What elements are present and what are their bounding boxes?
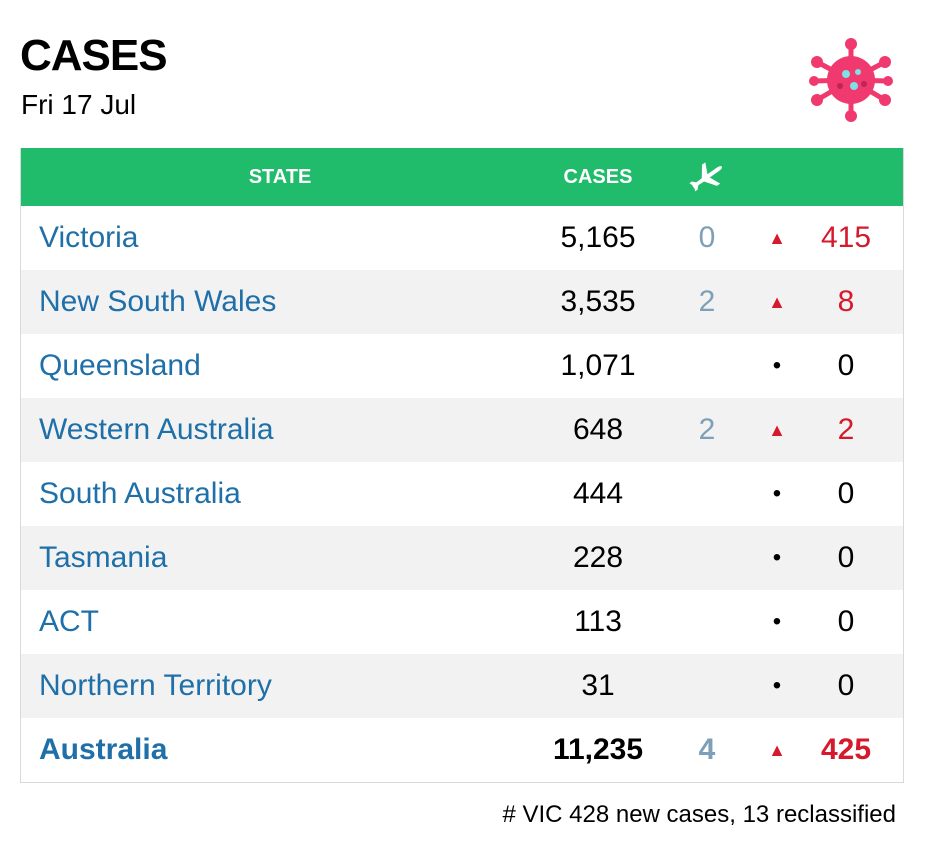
overseas-cases: 0 — [698, 221, 716, 254]
table-row: Victoria 5,165 0 ▲ 415 — [21, 206, 903, 270]
table-header: STATE CASES — [21, 148, 903, 206]
total-cases: 1,071 — [560, 349, 636, 382]
state-link[interactable]: Northern Territory — [39, 669, 272, 702]
state-link[interactable]: New South Wales — [39, 285, 277, 318]
total-cases: 444 — [572, 477, 624, 510]
total-cases: 5,165 — [560, 221, 636, 254]
new-cases: 0 — [837, 669, 855, 702]
total-cases: 31 — [581, 669, 615, 702]
total-cases: 11,235 — [552, 733, 644, 766]
page-title: CASES — [20, 31, 168, 80]
trend-flat-icon: • — [772, 480, 782, 507]
overseas-cases: 2 — [698, 285, 716, 318]
state-link[interactable]: Western Australia — [39, 413, 274, 446]
state-link[interactable]: Tasmania — [39, 541, 168, 574]
cases-table: STATE CASES Victoria 5,165 0 ▲ 415 New S… — [20, 148, 904, 783]
column-header-state[interactable]: STATE — [248, 166, 312, 188]
state-link[interactable]: Victoria — [39, 221, 139, 254]
virus-icon — [809, 38, 893, 122]
total-cases: 3,535 — [560, 285, 636, 318]
new-cases: 0 — [837, 541, 855, 574]
total-row: Australia 11,235 4 ▲ 425 — [21, 718, 903, 782]
table-row: Tasmania 228 • 0 — [21, 526, 903, 590]
total-cases: 648 — [572, 413, 624, 446]
table-row: ACT 113 • 0 — [21, 590, 903, 654]
new-cases: 425 — [820, 733, 872, 766]
new-cases: 0 — [837, 349, 855, 382]
total-cases: 113 — [574, 605, 622, 638]
trend-up-icon: ▲ — [768, 292, 786, 312]
table-row: New South Wales 3,535 2 ▲ 8 — [21, 270, 903, 334]
trend-flat-icon: • — [772, 672, 782, 699]
report-date: Fri 17 Jul — [21, 89, 137, 120]
table-row: Queensland 1,071 • 0 — [21, 334, 903, 398]
trend-up-icon: ▲ — [768, 740, 786, 760]
trend-flat-icon: • — [772, 608, 782, 635]
overseas-cases: 2 — [698, 413, 716, 446]
trend-up-icon: ▲ — [768, 420, 786, 440]
overseas-cases: 4 — [698, 733, 716, 766]
trend-flat-icon: • — [772, 352, 782, 379]
table-row: South Australia 444 • 0 — [21, 462, 903, 526]
table-row: Northern Territory 31 • 0 — [21, 654, 903, 718]
state-link[interactable]: ACT — [39, 605, 99, 638]
footnote: # VIC 428 new cases, 13 reclassified — [502, 801, 896, 828]
new-cases: 2 — [837, 413, 855, 446]
state-link[interactable]: Australia — [39, 733, 168, 766]
new-cases: 415 — [820, 221, 872, 254]
plane-icon[interactable] — [687, 161, 727, 193]
total-cases: 228 — [572, 541, 624, 574]
new-cases: 0 — [837, 477, 855, 510]
trend-flat-icon: • — [772, 544, 782, 571]
column-header-cases[interactable]: CASES — [563, 166, 633, 188]
new-cases: 8 — [837, 285, 855, 318]
new-cases: 0 — [837, 605, 855, 638]
table-body: Victoria 5,165 0 ▲ 415 New South Wales 3… — [21, 206, 903, 782]
state-link[interactable]: South Australia — [39, 477, 241, 510]
trend-up-icon: ▲ — [768, 228, 786, 248]
table-row: Western Australia 648 2 ▲ 2 — [21, 398, 903, 462]
state-link[interactable]: Queensland — [39, 349, 201, 382]
